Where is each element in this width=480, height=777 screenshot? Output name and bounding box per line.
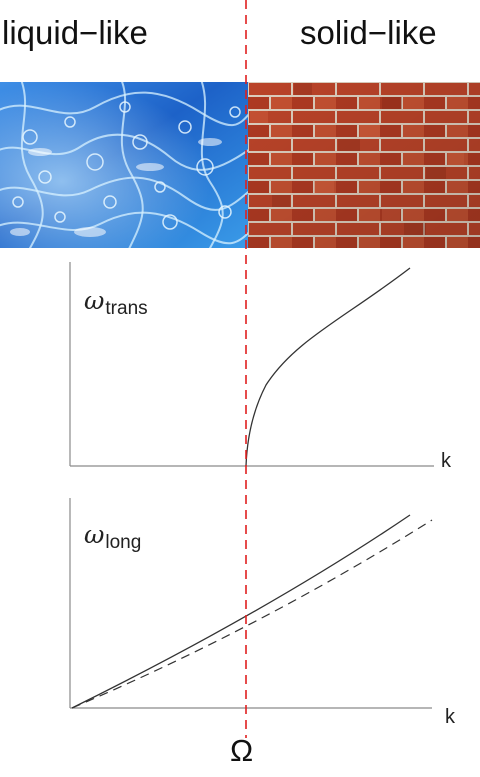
omega-trans-label: ωtrans bbox=[84, 286, 148, 319]
long-hydrodynamic-dashed-line bbox=[71, 519, 433, 709]
critical-frequency-label: Ω bbox=[230, 733, 254, 768]
solid-like-label: solid−like bbox=[300, 14, 437, 51]
liquid-like-label: liquid−like bbox=[2, 14, 148, 51]
omega-symbol: ω bbox=[84, 286, 105, 315]
water-photo bbox=[0, 82, 248, 248]
long-subscript: long bbox=[105, 532, 142, 553]
long-dispersion-curve bbox=[71, 514, 411, 709]
trans-subscript: trans bbox=[105, 298, 148, 319]
brick-wall-photo bbox=[248, 82, 480, 248]
k-axis-label-trans: k bbox=[441, 450, 451, 472]
omega-symbol: ω bbox=[84, 520, 105, 549]
trans-dispersion-curve bbox=[245, 267, 411, 467]
k-axis-label-long: k bbox=[445, 706, 455, 728]
omega-long-label: ωlong bbox=[84, 520, 141, 553]
